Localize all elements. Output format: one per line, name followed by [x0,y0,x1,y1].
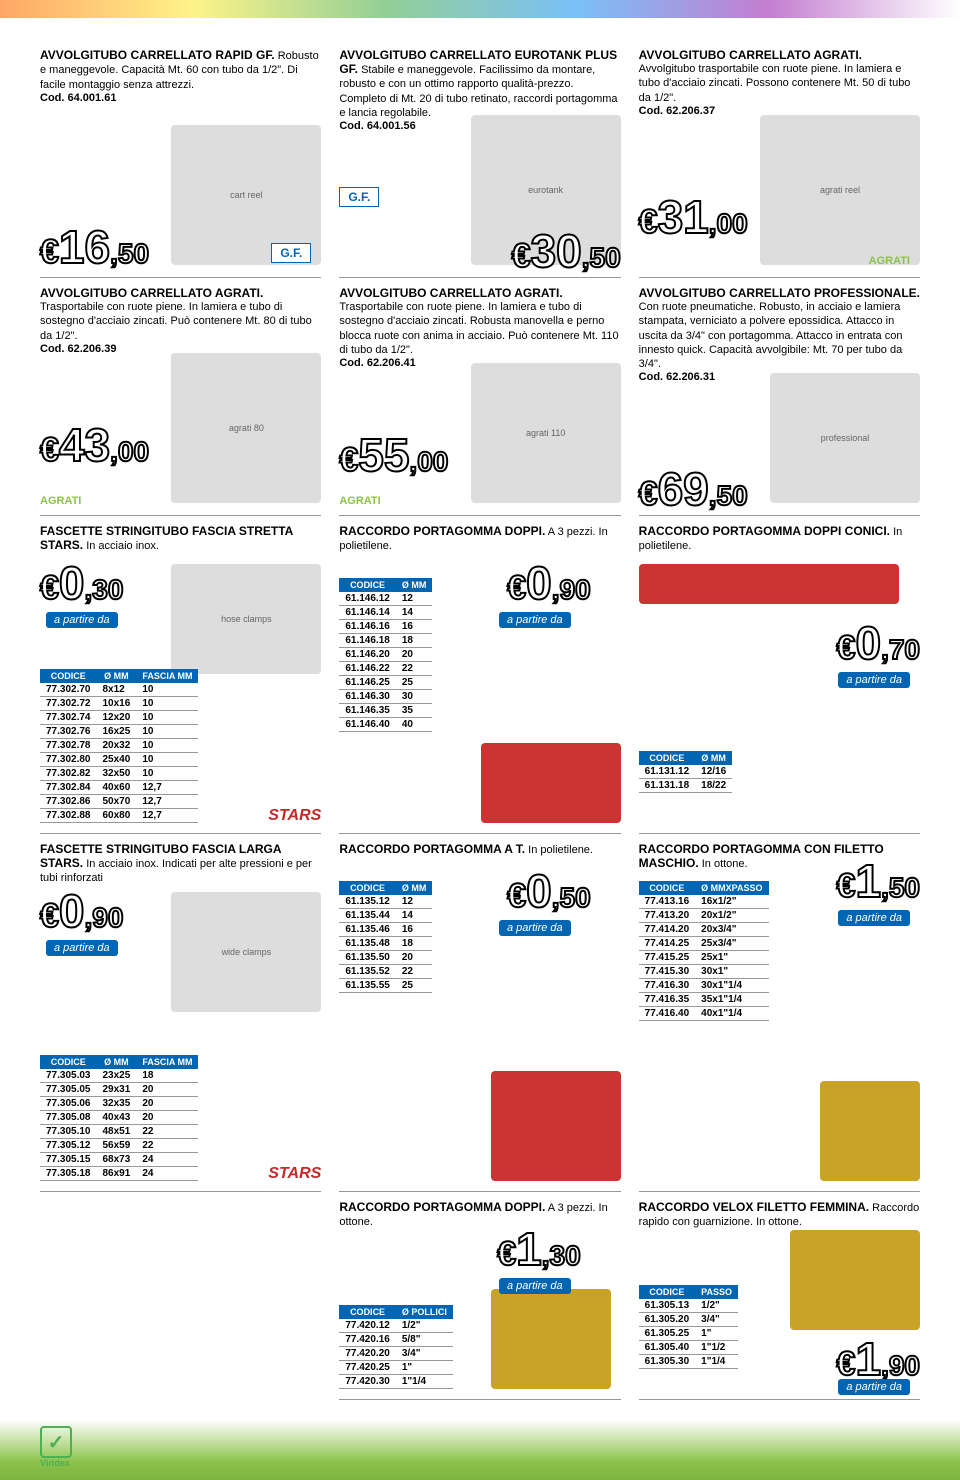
product-image [491,1071,621,1181]
product-4: AVVOLGITUBO CARRELLATO AGRATI. Trasporta… [40,286,321,516]
top-banner [0,0,960,18]
brand-stars: STARS [268,1165,321,1183]
product-image [820,1081,920,1181]
title: RACCORDO PORTAGOMMA DOPPI. [339,1200,545,1214]
product-12: RACCORDO PORTAGOMMA CON FILETTO MASCHIO.… [639,842,920,1192]
title: AVVOLGITUBO CARRELLATO PROFESSIONALE. [639,286,920,300]
product-11: RACCORDO PORTAGOMMA A T. In polietilene.… [339,842,620,1192]
desc: In acciaio inox. [86,540,159,552]
title: AVVOLGITUBO CARRELLATO AGRATI. [40,286,263,300]
from-label: a partire da [46,940,118,956]
price: €16,50 [40,228,149,267]
brand-gf: G.F. [271,243,311,263]
product-13: RACCORDO PORTAGOMMA DOPPI. A 3 pezzi. In… [339,1200,620,1400]
brand-gf: G.F. [339,187,379,207]
price: €0,50 [507,872,590,911]
table-conici: CODICEØ MM61.131.1212/1661.131.1818/22 [639,751,733,793]
from-label: a partire da [46,612,118,628]
brand-agrati: AGRATI [869,255,910,267]
from-label: a partire da [838,910,910,926]
title: RACCORDO PORTAGOMMA DOPPI CONICI. [639,524,890,538]
product-image [790,1230,920,1330]
price: €0,90 [40,892,123,931]
title: AVVOLGITUBO CARRELLATO AGRATI. [639,48,862,62]
product-image: agrati reel [760,115,920,265]
price: €1,50 [837,862,920,901]
desc: Con ruote pneumatiche. Robusto, in accia… [639,301,903,370]
price: €1,90 [837,1340,920,1379]
product-3: AVVOLGITUBO CARRELLATO AGRATI. Avvolgitu… [639,48,920,278]
price: €43,00 [40,426,149,465]
from-label: a partire da [499,612,571,628]
desc: In ottone. [702,858,748,870]
product-image [481,743,621,823]
code: Cod. 62.206.31 [639,371,715,383]
title: AVVOLGITUBO CARRELLATO RAPID GF. [40,48,275,62]
product-2: AVVOLGITUBO CARRELLATO EUROTANK PLUS GF.… [339,48,620,278]
title: RACCORDO PORTAGOMMA DOPPI. [339,524,545,538]
footer: ✓ Viridex [0,1420,960,1480]
product-14: RACCORDO VELOX FILETTO FEMMINA. Raccordo… [639,1200,920,1400]
code: Cod. 64.001.56 [339,120,415,132]
price: €30,50 [512,232,621,271]
catalog-grid: AVVOLGITUBO CARRELLATO RAPID GF. Robusto… [0,18,960,1420]
price: €1,30 [497,1230,580,1269]
viridex-logo: ✓ [40,1426,72,1458]
from-label: a partire da [499,920,571,936]
desc: Trasportabile con ruote piene. In lamier… [40,301,312,342]
table-maschio: CODICEØ MMxPASSO77.413.1616x1/2"77.413.2… [639,881,769,1021]
product-image: agrati 80 [171,353,321,503]
price: €31,00 [639,198,748,237]
title: FASCETTE STRINGITUBO FASCIA STRETTA STAR… [40,524,293,552]
table-doppi-pe: CODICEØ MM61.146.121261.146.141461.146.1… [339,578,432,732]
desc: In polietilene. [528,844,593,856]
product-6: AVVOLGITUBO CARRELLATO PROFESSIONALE. Co… [639,286,920,516]
price: €0,30 [40,564,123,603]
brand-stars: STARS [268,807,321,825]
code: Cod. 62.206.37 [639,105,715,117]
product-image: wide clamps [171,892,321,1012]
table-fascette-stretta: CODICEØ MMFASCIA MM77.302.708x121077.302… [40,669,198,823]
price: €55,00 [339,436,448,475]
product-image: professional [770,373,920,503]
price: €69,50 [639,470,748,509]
code: Cod. 64.001.61 [40,92,116,104]
brand-agrati: AGRATI [40,495,81,507]
product-5: AVVOLGITUBO CARRELLATO AGRATI. Trasporta… [339,286,620,516]
desc: Stabile e maneggevole. Facilissimo da mo… [339,64,617,119]
product-image [491,1289,611,1389]
code: Cod. 62.206.41 [339,357,415,369]
brand-agrati: AGRATI [339,495,380,507]
product-image: agrati 110 [471,363,621,503]
product-image: hose clamps [171,564,321,674]
price: €0,70 [837,624,920,663]
product-8: RACCORDO PORTAGOMMA DOPPI. A 3 pezzi. In… [339,524,620,834]
from-label: a partire da [499,1278,571,1294]
product-1: AVVOLGITUBO CARRELLATO RAPID GF. Robusto… [40,48,321,278]
code: Cod. 62.206.39 [40,343,116,355]
desc: Avvolgitubo trasportabile con ruote pien… [639,63,911,104]
title: RACCORDO VELOX FILETTO FEMMINA. [639,1200,869,1214]
viridex-label: Viridex [40,1458,920,1468]
table-doppi-ot: CODICEØ POLLICI77.420.121/2"77.420.165/8… [339,1305,453,1389]
product-10: FASCETTE STRINGITUBO FASCIA LARGA STARS.… [40,842,321,1192]
table-velox: CODICEPASSO61.305.131/2"61.305.203/4"61.… [639,1285,738,1369]
table-fascette-larga: CODICEØ MMFASCIA MM77.305.0323x251877.30… [40,1055,198,1181]
product-7: FASCETTE STRINGITUBO FASCIA STRETTA STAR… [40,524,321,834]
title: RACCORDO PORTAGOMMA A T. [339,842,525,856]
from-label: a partire da [838,1379,910,1395]
desc: Trasportabile con ruote piene. In lamier… [339,301,618,356]
product-9: RACCORDO PORTAGOMMA DOPPI CONICI. In pol… [639,524,920,834]
from-label: a partire da [838,672,910,688]
table-t-pe: CODICEØ MM61.135.121261.135.441461.135.4… [339,881,432,993]
price: €0,90 [507,564,590,603]
product-image [639,564,899,604]
title: AVVOLGITUBO CARRELLATO AGRATI. [339,286,562,300]
